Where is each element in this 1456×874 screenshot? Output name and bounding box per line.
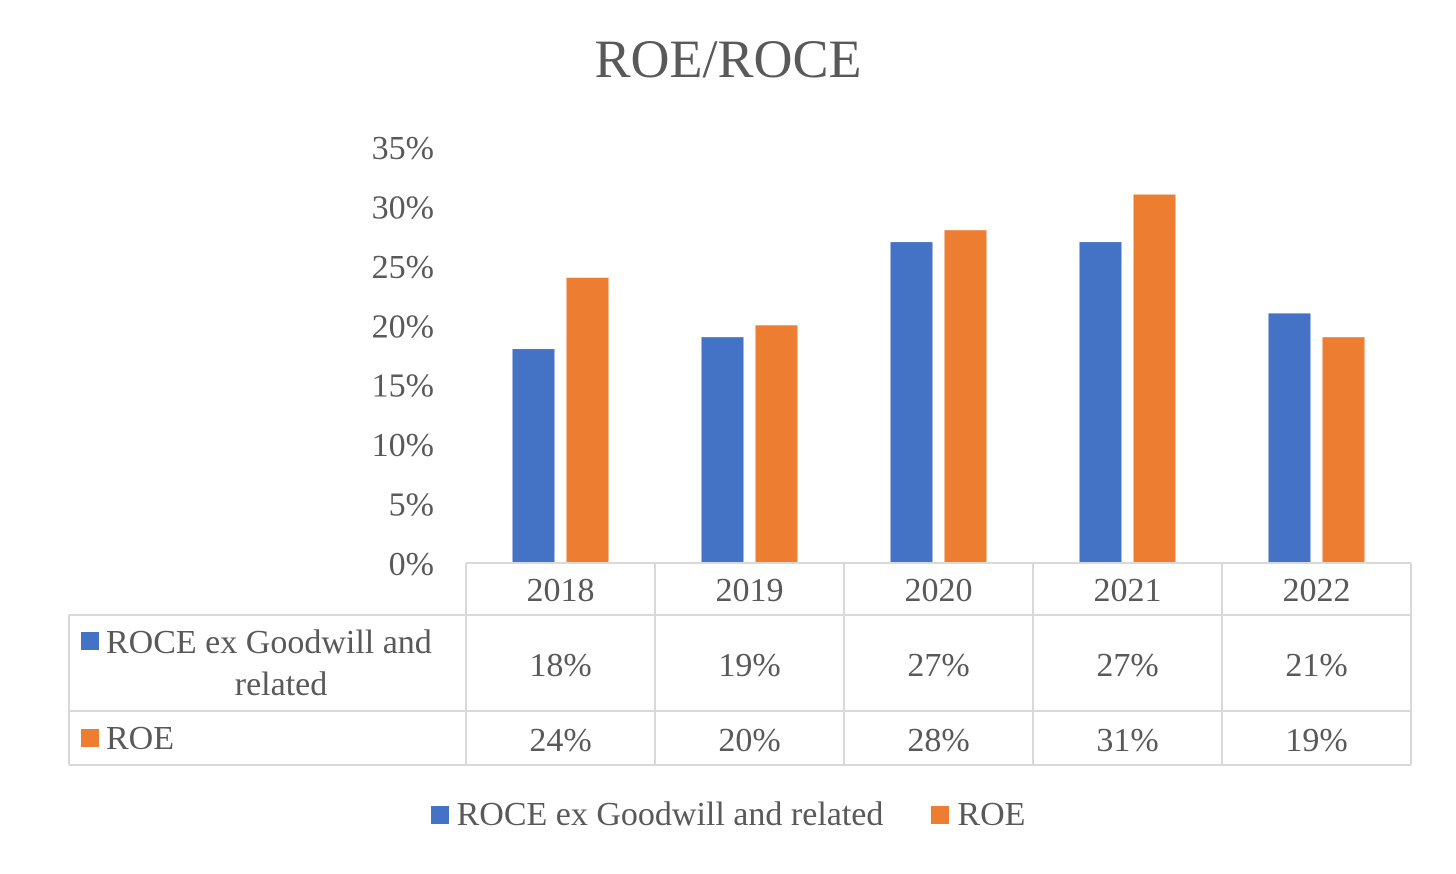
y-tick-label: 20% bbox=[372, 308, 434, 345]
table-cell-roce: 21% bbox=[1285, 647, 1347, 684]
bar-roce-2021 bbox=[1079, 242, 1122, 564]
chart-title: ROE/ROCE bbox=[594, 29, 862, 89]
bar-roce-2022 bbox=[1268, 313, 1311, 563]
x-tick-label: 2021 bbox=[1094, 572, 1162, 609]
bar-roe-2020 bbox=[944, 230, 987, 563]
legend: ROCE ex Goodwill and related ROE bbox=[0, 796, 1456, 834]
y-tick-label: 10% bbox=[372, 427, 434, 464]
table-row-label-roce-cont: related bbox=[235, 666, 328, 703]
table-cell-roe: 19% bbox=[1285, 722, 1347, 759]
table-cell-roce: 27% bbox=[1096, 647, 1158, 684]
x-tick-label: 2022 bbox=[1283, 572, 1351, 609]
x-tick-label: 2019 bbox=[716, 572, 784, 609]
table-swatch-roe bbox=[81, 729, 99, 747]
y-tick-label: 35% bbox=[372, 130, 434, 167]
table-cell-roe: 20% bbox=[718, 722, 780, 759]
legend-item-roce: ROCE ex Goodwill and related bbox=[430, 796, 884, 834]
bar-roe-2021 bbox=[1133, 194, 1176, 564]
table-row-label-roe: ROE bbox=[106, 720, 174, 757]
y-tick-label: 15% bbox=[372, 368, 434, 405]
table-cell-roce: 18% bbox=[529, 647, 591, 684]
bar-roe-2019 bbox=[755, 325, 798, 563]
bar-roce-2020 bbox=[890, 242, 933, 564]
table-row-label-roce: ROCE ex Goodwill and bbox=[106, 624, 432, 661]
bar-roce-2019 bbox=[701, 337, 744, 563]
legend-item-roe: ROE bbox=[931, 796, 1025, 834]
bar-roce-2018 bbox=[512, 349, 555, 563]
legend-swatch-roce bbox=[430, 806, 449, 824]
bar-roe-2018 bbox=[566, 277, 609, 563]
y-tick-label: 5% bbox=[389, 487, 434, 524]
x-tick-label: 2020 bbox=[905, 572, 973, 609]
legend-label-roe: ROE bbox=[957, 796, 1026, 833]
table-cell-roe: 24% bbox=[529, 722, 591, 759]
table-cell-roce: 19% bbox=[718, 647, 780, 684]
x-tick-label: 2018 bbox=[527, 572, 595, 609]
y-tick-label: 25% bbox=[372, 249, 434, 286]
table-cell-roe: 28% bbox=[907, 722, 969, 759]
legend-swatch-roe bbox=[931, 806, 950, 824]
table-swatch-roce bbox=[81, 632, 99, 650]
y-tick-label: 30% bbox=[372, 189, 434, 226]
table-cell-roe: 31% bbox=[1096, 722, 1158, 759]
table-cell-roce: 27% bbox=[907, 647, 969, 684]
bar-roe-2022 bbox=[1322, 337, 1365, 563]
legend-label-roce: ROCE ex Goodwill and related bbox=[456, 796, 884, 833]
y-tick-label: 0% bbox=[389, 546, 434, 583]
